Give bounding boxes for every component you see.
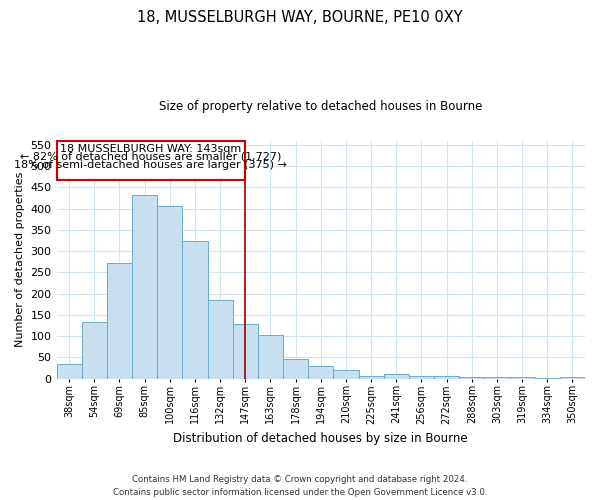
Text: Contains public sector information licensed under the Open Government Licence v3: Contains public sector information licen… <box>113 488 487 497</box>
Bar <box>56 140 245 179</box>
Text: ← 82% of detached houses are smaller (1,727): ← 82% of detached houses are smaller (1,… <box>20 152 281 162</box>
Text: 18 MUSSELBURGH WAY: 143sqm: 18 MUSSELBURGH WAY: 143sqm <box>60 144 242 154</box>
Bar <box>107 263 132 378</box>
Text: 18, MUSSELBURGH WAY, BOURNE, PE10 0XY: 18, MUSSELBURGH WAY, BOURNE, PE10 0XY <box>137 10 463 25</box>
Text: Contains HM Land Registry data © Crown copyright and database right 2024.: Contains HM Land Registry data © Crown c… <box>132 476 468 484</box>
Bar <box>409 376 434 378</box>
Bar <box>258 336 283 378</box>
Title: Size of property relative to detached houses in Bourne: Size of property relative to detached ho… <box>159 100 482 113</box>
Bar <box>157 206 182 378</box>
Bar <box>434 376 459 378</box>
Bar <box>182 242 208 378</box>
X-axis label: Distribution of detached houses by size in Bourne: Distribution of detached houses by size … <box>173 432 468 445</box>
Bar <box>283 359 308 378</box>
Bar <box>359 376 383 378</box>
Bar <box>308 366 334 378</box>
Bar <box>334 370 359 378</box>
Bar <box>56 364 82 378</box>
Y-axis label: Number of detached properties: Number of detached properties <box>15 172 25 348</box>
Bar <box>383 374 409 378</box>
Text: 18% of semi-detached houses are larger (375) →: 18% of semi-detached houses are larger (… <box>14 160 287 170</box>
Bar <box>132 194 157 378</box>
Bar <box>82 322 107 378</box>
Bar <box>233 324 258 378</box>
Bar <box>208 300 233 378</box>
